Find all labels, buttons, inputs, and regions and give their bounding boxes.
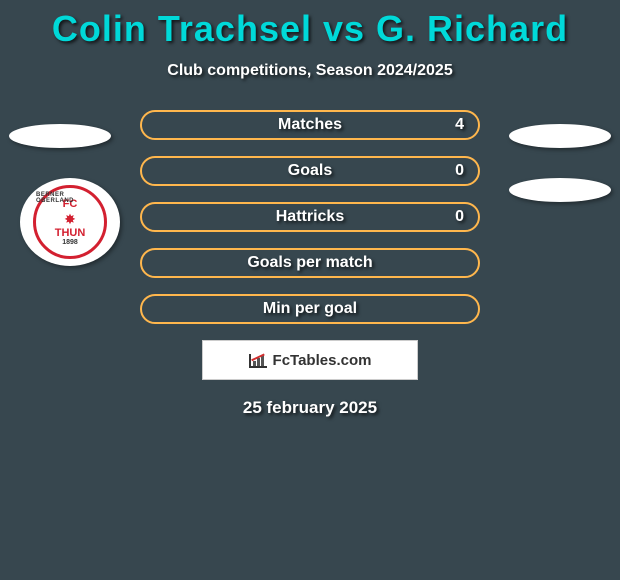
stat-label: Goals [288,162,332,180]
stat-value: 0 [455,208,464,226]
page-subtitle: Club competitions, Season 2024/2025 [0,62,620,80]
stat-row: Matches 4 [140,110,480,140]
badge-name-bottom: THUN [55,228,86,239]
stat-row: Hattricks 0 [140,202,480,232]
badge-year: 1898 [62,239,78,246]
player-right-placeholder [509,124,611,148]
club-badge-left: BERNER OBERLAND FC ✸ THUN 1898 [20,178,120,266]
date-label: 25 february 2025 [0,398,620,418]
logo-text: FcTables.com [273,352,372,369]
badge-star-icon: ✸ [64,212,76,226]
stat-label: Min per goal [263,300,357,318]
source-logo: FcTables.com [202,340,418,380]
badge-arc-text: BERNER OBERLAND [36,192,104,204]
stat-label: Hattricks [276,208,344,226]
player-left-placeholder [9,124,111,148]
stats-container: Matches 4 Goals 0 Hattricks 0 Goals per … [140,110,480,324]
page-title: Colin Trachsel vs G. Richard [0,0,620,50]
stat-row: Goals per match [140,248,480,278]
club-badge-inner: BERNER OBERLAND FC ✸ THUN 1898 [33,185,107,259]
stat-label: Matches [278,116,342,134]
stat-row: Goals 0 [140,156,480,186]
stat-value: 4 [455,116,464,134]
club-right-placeholder [509,178,611,202]
chart-icon [249,352,269,368]
stat-row: Min per goal [140,294,480,324]
stat-label: Goals per match [247,254,372,272]
stat-value: 0 [455,162,464,180]
